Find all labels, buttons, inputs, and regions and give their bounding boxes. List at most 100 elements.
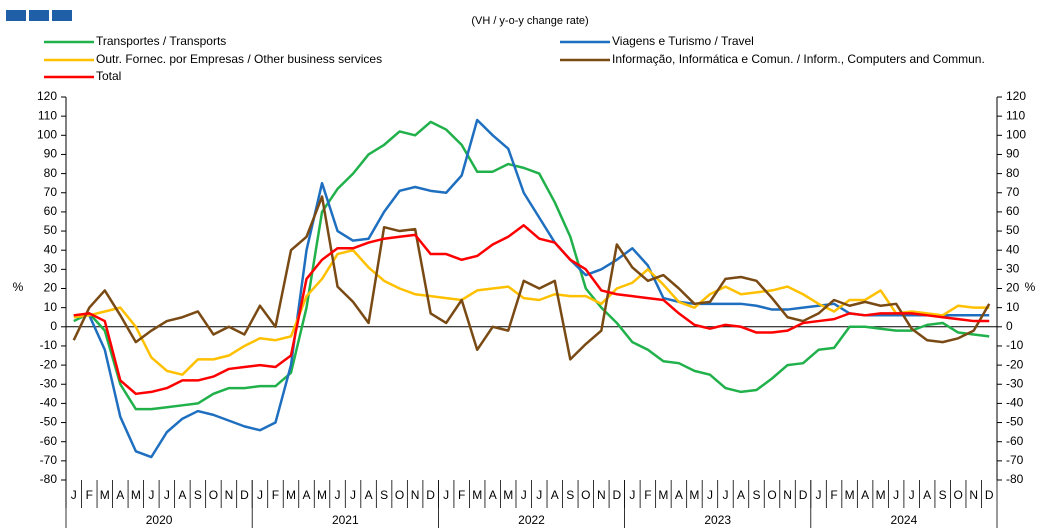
x-tick-label: J [722, 488, 728, 502]
y2-tick-label: -80 [1006, 472, 1024, 486]
logo-block [6, 10, 26, 21]
y-tick-label: 90 [44, 147, 58, 161]
x-tick-label: O [581, 488, 590, 502]
x-tick-label: O [395, 488, 404, 502]
y2-axis-label: % [1025, 280, 1036, 294]
y2-tick-label: -50 [1006, 415, 1024, 429]
x-tick-label: A [303, 488, 311, 502]
x-tick-label: D [613, 488, 622, 502]
y-tick-label: 80 [44, 166, 58, 180]
legend-label: Transportes / Transports [96, 34, 226, 48]
year-label: 2024 [891, 513, 918, 527]
y2-tick-label: -70 [1006, 453, 1024, 467]
y-tick-label: 110 [38, 108, 57, 122]
y-tick-label: 70 [44, 185, 58, 199]
y-tick-label: 30 [44, 262, 58, 276]
legend-label: Total [96, 69, 121, 83]
y2-tick-label: -40 [1006, 396, 1024, 410]
series-line [73, 118, 990, 459]
x-tick-label: M [286, 488, 296, 502]
y2-tick-label: 120 [1006, 89, 1026, 103]
x-tick-label: J [536, 488, 542, 502]
y2-tick-label: 40 [1006, 242, 1020, 256]
y2-tick-label: -10 [1006, 338, 1024, 352]
x-tick-label: A [178, 488, 186, 502]
y2-tick-label: 10 [1006, 300, 1020, 314]
x-tick-label: A [551, 488, 559, 502]
y2-tick-label: 100 [1006, 127, 1026, 141]
y2-tick-label: 80 [1006, 166, 1020, 180]
legend-label: Outr. Fornec. por Empresas / Other busin… [96, 52, 382, 66]
logo-block [52, 10, 72, 21]
legend-label: Viagens e Turismo / Travel [612, 34, 754, 48]
x-tick-label: N [411, 488, 420, 502]
legend-label: Informação, Informática e Comun. / Infor… [612, 52, 985, 66]
y-tick-label: -40 [40, 396, 58, 410]
y2-tick-label: 60 [1006, 204, 1020, 218]
x-tick-label: J [71, 488, 77, 502]
x-tick-label: S [939, 488, 947, 502]
x-tick-label: M [317, 488, 327, 502]
logo-block [29, 10, 49, 21]
y-tick-label: -60 [40, 434, 58, 448]
x-tick-label: D [426, 488, 435, 502]
y-tick-label: 60 [44, 204, 58, 218]
y2-tick-label: 50 [1006, 223, 1020, 237]
y-tick-label: -70 [40, 453, 58, 467]
y-tick-label: 10 [44, 300, 58, 314]
x-tick-label: D [799, 488, 808, 502]
y-tick-label: -80 [40, 472, 58, 486]
x-tick-label: N [225, 488, 234, 502]
x-tick-label: A [923, 488, 931, 502]
y2-tick-label: 30 [1006, 262, 1020, 276]
y2-tick-label: 70 [1006, 185, 1020, 199]
x-tick-label: F [458, 488, 465, 502]
x-tick-label: J [350, 488, 356, 502]
x-tick-label: M [100, 488, 110, 502]
series-line [73, 120, 990, 411]
x-tick-label: O [209, 488, 218, 502]
y2-tick-label: -60 [1006, 434, 1024, 448]
x-tick-label: M [658, 488, 668, 502]
y2-tick-label: 90 [1006, 147, 1020, 161]
y-tick-label: -30 [40, 376, 58, 390]
y-tick-label: 0 [50, 319, 57, 333]
y2-tick-label: -20 [1006, 357, 1024, 371]
x-tick-label: A [861, 488, 869, 502]
x-tick-label: M [845, 488, 855, 502]
year-label: 2021 [332, 513, 359, 527]
x-tick-label: J [257, 488, 263, 502]
subtitle: (VH / y-o-y change rate) [471, 15, 588, 27]
year-label: 2022 [518, 513, 545, 527]
y2-tick-label: -30 [1006, 376, 1024, 390]
x-tick-label: A [489, 488, 497, 502]
x-tick-label: O [767, 488, 776, 502]
series-line [72, 195, 991, 361]
year-label: 2023 [704, 513, 731, 527]
x-tick-label: M [503, 488, 513, 502]
y2-tick-label: 0 [1006, 319, 1013, 333]
x-tick-label: A [116, 488, 124, 502]
year-label: 2020 [146, 513, 173, 527]
x-tick-label: N [969, 488, 978, 502]
y-tick-label: -50 [40, 415, 58, 429]
x-tick-label: J [816, 488, 822, 502]
y-tick-label: -20 [40, 357, 58, 371]
x-tick-label: F [86, 488, 93, 502]
x-tick-label: S [194, 488, 202, 502]
x-tick-label: J [164, 488, 170, 502]
series-line [73, 248, 990, 376]
series-line [73, 224, 990, 396]
x-tick-label: J [335, 488, 341, 502]
x-tick-label: S [752, 488, 760, 502]
x-tick-label: N [597, 488, 606, 502]
x-tick-label: A [365, 488, 373, 502]
y2-tick-label: 20 [1006, 281, 1020, 295]
x-tick-label: O [954, 488, 963, 502]
x-tick-label: J [893, 488, 899, 502]
y-tick-label: -10 [40, 338, 58, 352]
x-tick-label: M [131, 488, 141, 502]
y-tick-label: 50 [44, 223, 58, 237]
